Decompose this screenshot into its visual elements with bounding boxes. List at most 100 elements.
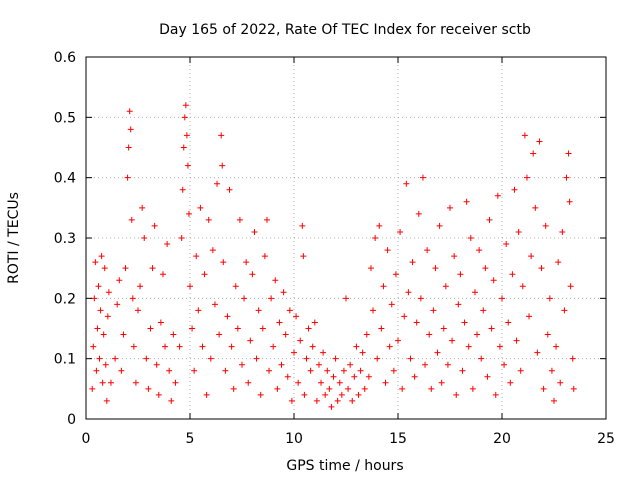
data-point xyxy=(166,367,173,374)
data-point xyxy=(126,108,133,115)
data-point xyxy=(426,331,433,338)
data-point xyxy=(311,319,318,326)
data-point xyxy=(143,355,150,362)
data-point xyxy=(363,331,370,338)
data-point xyxy=(488,325,495,332)
data-point xyxy=(570,385,577,392)
data-point xyxy=(401,313,408,320)
data-point xyxy=(251,228,258,235)
data-point xyxy=(291,349,297,356)
data-point xyxy=(449,337,456,344)
data-point xyxy=(168,397,175,404)
data-point xyxy=(220,259,227,266)
data-point xyxy=(155,391,162,398)
data-point xyxy=(357,367,364,374)
data-point xyxy=(315,361,322,368)
data-point xyxy=(114,301,121,308)
data-point xyxy=(353,343,360,350)
y-tick-label: 0.4 xyxy=(54,171,76,187)
data-point xyxy=(521,132,528,139)
data-point xyxy=(125,144,132,151)
data-point xyxy=(307,367,314,374)
data-point xyxy=(99,379,106,386)
data-point xyxy=(503,241,510,248)
data-point xyxy=(313,397,320,404)
data-point xyxy=(432,265,439,272)
data-point xyxy=(255,307,262,314)
data-point xyxy=(181,114,188,121)
data-point xyxy=(203,391,210,398)
data-point xyxy=(147,325,154,332)
data-point xyxy=(139,204,146,211)
data-point xyxy=(178,235,185,241)
data-point xyxy=(559,228,566,235)
data-point xyxy=(422,361,429,368)
x-tick-label: 20 xyxy=(493,431,511,447)
data-point xyxy=(130,343,137,350)
data-point xyxy=(330,373,337,380)
data-point xyxy=(405,289,412,296)
data-point xyxy=(195,307,202,314)
data-point xyxy=(411,373,418,380)
data-point xyxy=(127,126,134,133)
data-point xyxy=(345,385,352,392)
data-point xyxy=(496,343,503,350)
data-point xyxy=(318,379,325,386)
data-point xyxy=(91,295,98,302)
data-point xyxy=(122,265,129,272)
data-point xyxy=(361,385,368,392)
data-point xyxy=(234,325,241,332)
data-point xyxy=(457,271,464,278)
data-point xyxy=(183,132,190,139)
data-point xyxy=(397,228,404,235)
data-point xyxy=(399,385,406,392)
data-point xyxy=(384,247,391,254)
data-point xyxy=(232,283,239,290)
data-point xyxy=(347,361,354,368)
data-point xyxy=(424,247,431,254)
data-point xyxy=(322,391,329,398)
data-point xyxy=(355,391,362,398)
data-point xyxy=(501,361,508,368)
data-point xyxy=(542,222,549,229)
data-point xyxy=(157,319,164,326)
data-point xyxy=(211,301,218,308)
data-point xyxy=(184,162,191,169)
data-point xyxy=(455,301,462,308)
y-tick-label: 0.5 xyxy=(54,110,76,126)
data-point xyxy=(332,355,339,362)
data-point xyxy=(392,271,399,278)
data-point xyxy=(288,397,295,404)
data-point xyxy=(284,373,291,380)
data-point xyxy=(513,337,520,344)
data-point xyxy=(245,379,252,386)
data-point xyxy=(278,361,285,368)
data-point xyxy=(153,361,160,368)
data-point xyxy=(351,373,358,380)
data-point xyxy=(372,235,379,241)
data-point xyxy=(187,283,193,290)
data-point xyxy=(295,379,302,386)
data-point xyxy=(365,373,372,380)
x-tick-label: 25 xyxy=(597,431,615,447)
data-point xyxy=(145,385,152,392)
y-tick-label: 0.1 xyxy=(54,352,76,368)
data-point xyxy=(303,355,310,362)
data-point xyxy=(293,313,300,320)
data-point xyxy=(280,289,287,296)
data-point xyxy=(209,247,216,254)
data-point xyxy=(359,349,366,356)
data-point xyxy=(474,331,481,338)
data-point xyxy=(436,222,443,229)
data-point xyxy=(266,367,273,374)
data-point xyxy=(189,325,196,332)
data-point xyxy=(538,265,545,272)
data-point xyxy=(451,253,458,260)
data-point xyxy=(532,204,539,211)
data-point xyxy=(380,283,387,290)
data-point xyxy=(222,367,229,374)
data-point xyxy=(386,343,393,350)
data-point xyxy=(557,379,564,386)
data-point xyxy=(282,331,289,338)
data-point xyxy=(116,277,123,284)
